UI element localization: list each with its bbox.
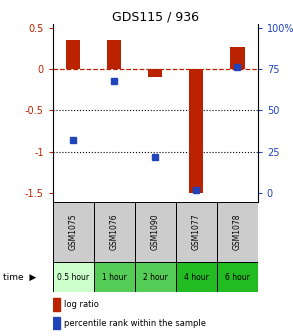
Text: log ratio: log ratio xyxy=(64,300,99,309)
Text: percentile rank within the sample: percentile rank within the sample xyxy=(64,319,206,328)
Title: GDS115 / 936: GDS115 / 936 xyxy=(112,10,199,24)
Bar xyxy=(176,262,217,292)
Bar xyxy=(135,262,176,292)
Bar xyxy=(148,69,162,77)
Bar xyxy=(189,69,203,193)
Bar xyxy=(53,262,94,292)
Text: 4 hour: 4 hour xyxy=(184,273,209,282)
Bar xyxy=(53,202,94,262)
Text: GSM1076: GSM1076 xyxy=(110,213,119,250)
Bar xyxy=(53,317,60,329)
Bar xyxy=(135,202,176,262)
Text: 2 hour: 2 hour xyxy=(143,273,168,282)
Text: 1 hour: 1 hour xyxy=(102,273,127,282)
Text: 6 hour: 6 hour xyxy=(225,273,250,282)
Bar xyxy=(217,262,258,292)
Text: 0.5 hour: 0.5 hour xyxy=(57,273,89,282)
Bar xyxy=(107,40,121,69)
Bar xyxy=(94,202,135,262)
Bar xyxy=(94,262,135,292)
Bar xyxy=(176,202,217,262)
Text: time  ▶: time ▶ xyxy=(3,273,36,282)
Bar xyxy=(53,298,60,311)
Text: GSM1075: GSM1075 xyxy=(69,213,78,250)
Text: GSM1078: GSM1078 xyxy=(233,214,242,250)
Text: GSM1090: GSM1090 xyxy=(151,213,160,250)
Bar xyxy=(230,47,244,69)
Text: GSM1077: GSM1077 xyxy=(192,213,201,250)
Bar xyxy=(66,40,80,69)
Bar xyxy=(217,202,258,262)
